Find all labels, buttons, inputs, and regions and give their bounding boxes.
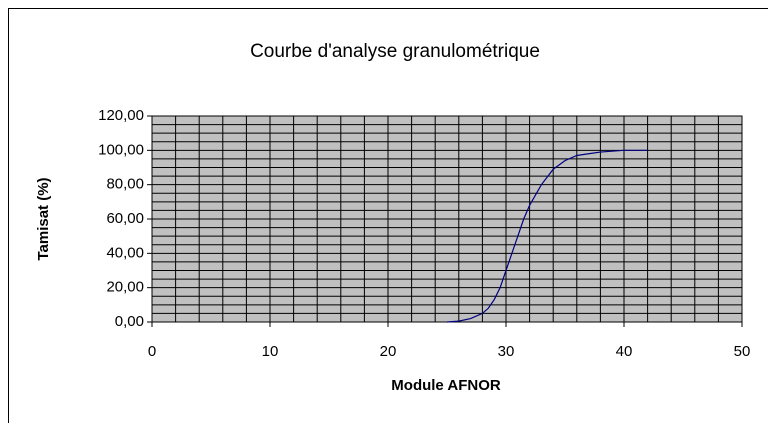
y-tick-label: 120,00 (98, 107, 144, 124)
x-tick-label: 40 (616, 343, 633, 360)
y-axis-label: Tamisat (%) (35, 177, 52, 260)
y-tick-label: 80,00 (106, 176, 144, 193)
y-tick-label: 40,00 (106, 244, 144, 261)
y-tick-label: 0,00 (115, 313, 144, 330)
y-tick-label: 20,00 (106, 279, 144, 296)
x-tick-label: 0 (148, 343, 156, 360)
x-tick-label: 10 (262, 343, 279, 360)
x-axis-label: Module AFNOR (391, 377, 501, 394)
x-tick-label: 20 (380, 343, 397, 360)
y-tick-label: 60,00 (106, 210, 144, 227)
x-tick-label: 30 (498, 343, 515, 360)
chart-title: Courbe d'analyse granulométrique (250, 41, 540, 62)
y-tick-label: 100,00 (98, 141, 144, 158)
x-tick-label: 50 (734, 343, 751, 360)
data-line (446, 149, 648, 323)
